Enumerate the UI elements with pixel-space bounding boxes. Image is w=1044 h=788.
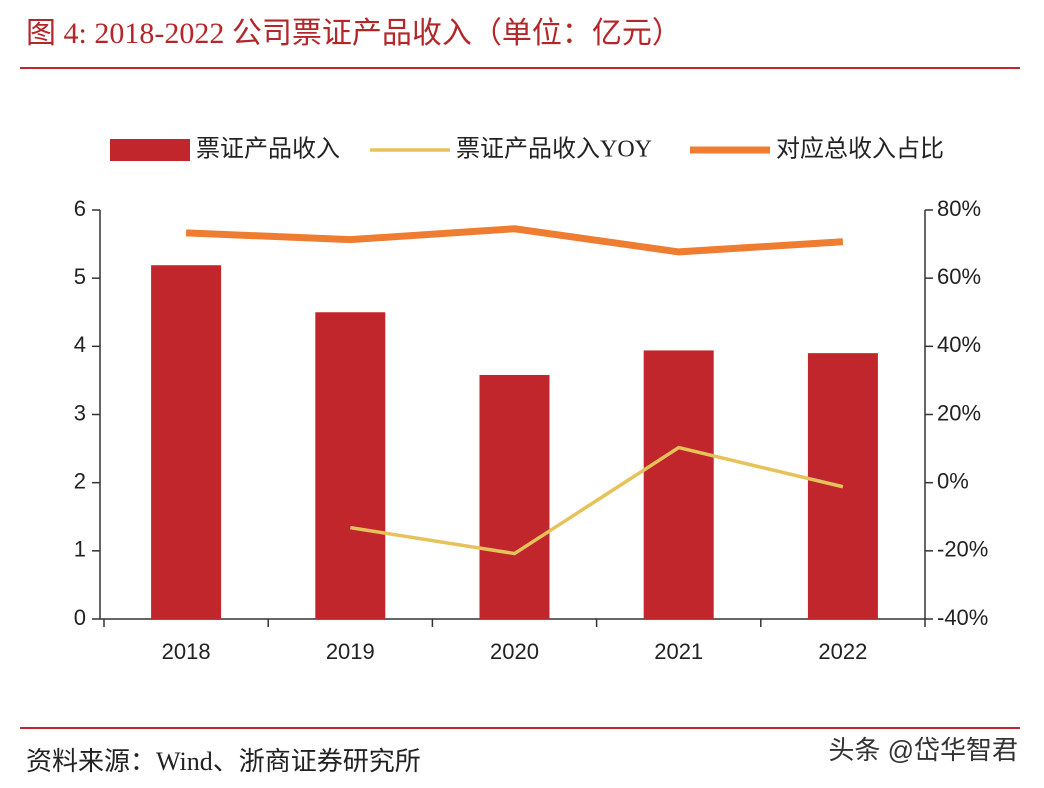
y2-tick-label: 0% — [937, 468, 969, 493]
legend-label: 对应总收入占比 — [776, 136, 944, 163]
y-tick-label: 5 — [74, 264, 86, 289]
y-tick-label: 6 — [74, 196, 86, 221]
y-tick-label: 3 — [74, 400, 86, 425]
y-tick-label: 2 — [74, 468, 86, 493]
y-tick-label: 4 — [74, 332, 86, 357]
x-tick-label: 2021 — [654, 639, 703, 664]
x-tick-label: 2020 — [490, 639, 539, 664]
source: 资料来源：Wind、浙商证券研究所 — [26, 747, 421, 776]
bar — [479, 374, 550, 619]
y2-tick-label: 60% — [937, 264, 981, 289]
legend-label: 票证产品收入YOY — [456, 136, 652, 163]
legend-swatch — [110, 139, 190, 161]
y2-tick-label: 80% — [937, 196, 981, 221]
y2-tick-label: 20% — [937, 400, 981, 425]
y2-tick-label: -20% — [937, 537, 988, 562]
y-tick-label: 1 — [74, 537, 86, 562]
bar — [151, 265, 222, 619]
x-tick-label: 2022 — [818, 639, 867, 664]
x-tick-label: 2018 — [162, 639, 211, 664]
y2-tick-label: -40% — [937, 605, 988, 630]
line — [350, 445, 844, 556]
y2-tick-label: 40% — [937, 332, 981, 357]
legend-label: 票证产品收入 — [196, 136, 340, 163]
line — [185, 225, 844, 256]
y-tick-label: 0 — [74, 605, 86, 630]
bar — [643, 350, 714, 619]
bar — [315, 312, 386, 619]
watermark: 头条 @岱华智君 — [828, 735, 1018, 765]
x-tick-label: 2019 — [326, 639, 375, 664]
chart-title: 图 4: 2018-2022 公司票证产品收入（单位：亿元） — [26, 17, 682, 50]
